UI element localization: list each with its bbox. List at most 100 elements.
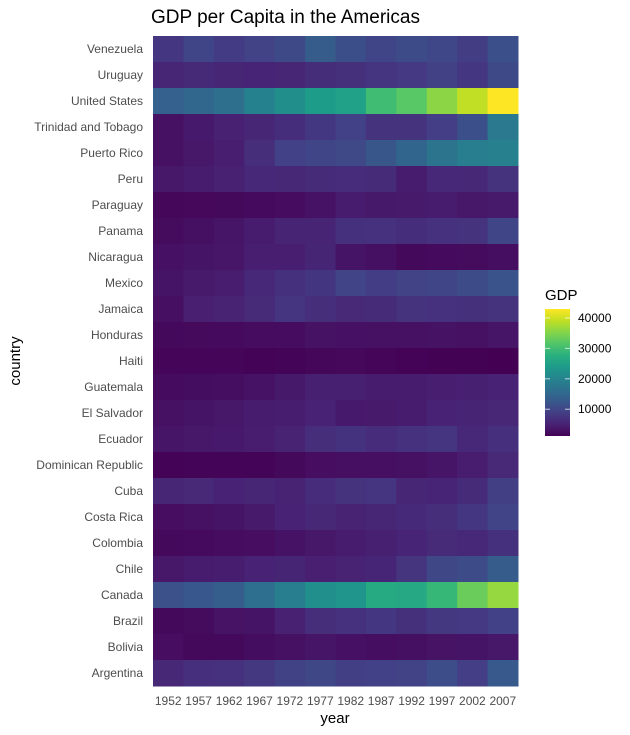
heatmap-cell-haiti-1977 [305, 348, 336, 375]
y-tick-label: Bolivia [108, 640, 144, 654]
heatmap-cell-honduras-1972 [274, 322, 306, 349]
heatmap-cell-bolivia-1987 [365, 634, 397, 661]
heatmap-cell-puerto-rico-2002 [457, 140, 489, 167]
x-tick-label: 2002 [459, 694, 486, 708]
heatmap-cell-paraguay-1977 [305, 192, 336, 219]
heatmap-cell-united-states-1987 [365, 88, 397, 115]
heatmap-cell-haiti-1972 [274, 348, 306, 375]
heatmap-cell-colombia-1972 [274, 530, 306, 557]
heatmap-cell-jamaica-1982 [335, 296, 367, 323]
heatmap-cell-el-salvador-1952 [153, 400, 184, 427]
y-tick-label: Uruguay [98, 68, 143, 82]
heatmap-cell-colombia-1992 [396, 530, 428, 557]
heatmap-cell-puerto-rico-1992 [396, 140, 428, 167]
heatmap-cell-united-states-1957 [183, 88, 215, 115]
heatmap-cell-puerto-rico-1977 [305, 140, 336, 167]
heatmap-cell-mexico-1982 [335, 270, 367, 297]
heatmap-cell-paraguay-1972 [274, 192, 306, 219]
heatmap-cell-cuba-2002 [457, 478, 489, 505]
heatmap-cell-cuba-1952 [153, 478, 184, 505]
y-tick-label: Argentina [92, 666, 144, 680]
heatmap-cell-uruguay-1972 [274, 62, 306, 89]
y-tick-label: Panama [98, 224, 143, 238]
heatmap-cell-colombia-1957 [183, 530, 215, 557]
heatmap-cell-haiti-1952 [153, 348, 184, 375]
legend-tick-label: 40000 [578, 311, 612, 325]
heatmap-cell-colombia-1977 [305, 530, 336, 557]
heatmap-cell-honduras-1962 [213, 322, 245, 349]
heatmap-cell-united-states-1967 [244, 88, 276, 115]
heatmap-cell-peru-1952 [153, 166, 184, 193]
heatmap-cell-trinidad-and-tobago-1982 [335, 114, 367, 141]
heatmap-cell-peru-1982 [335, 166, 367, 193]
heatmap-cell-brazil-1992 [396, 608, 428, 635]
heatmap-cell-united-states-1977 [305, 88, 336, 115]
heatmap-cell-honduras-2002 [457, 322, 489, 349]
heatmap-cell-puerto-rico-1957 [183, 140, 215, 167]
heatmap-cell-jamaica-1967 [244, 296, 276, 323]
x-tick-label: 1982 [337, 694, 364, 708]
heatmap-cell-guatemala-1962 [213, 374, 245, 401]
heatmap-cell-trinidad-and-tobago-1987 [365, 114, 397, 141]
heatmap-cell-uruguay-1992 [396, 62, 428, 89]
heatmap-cell-costa-rica-1982 [335, 504, 367, 531]
heatmap-cell-argentina-1967 [244, 660, 276, 687]
heatmap-cell-united-states-1992 [396, 88, 428, 115]
heatmap-cell-brazil-1952 [153, 608, 184, 635]
heatmap-cell-honduras-2007 [487, 322, 519, 349]
heatmap-cell-uruguay-1987 [365, 62, 397, 89]
heatmap-cell-el-salvador-2007 [487, 400, 519, 427]
heatmap-cell-uruguay-1962 [213, 62, 245, 89]
y-tick-label: Chile [116, 562, 144, 576]
heatmap-cell-cuba-1992 [396, 478, 428, 505]
heatmap-cell-ecuador-2007 [487, 426, 519, 453]
heatmap-cell-panama-1977 [305, 218, 336, 245]
heatmap-cell-canada-1972 [274, 582, 306, 609]
y-tick-label: Ecuador [98, 432, 143, 446]
heatmap-cell-jamaica-1962 [213, 296, 245, 323]
heatmap-cell-haiti-1957 [183, 348, 215, 375]
heatmap-cell-venezuela-1967 [244, 36, 276, 63]
x-tick-label: 1962 [216, 694, 243, 708]
heatmap-cell-united-states-2002 [457, 88, 489, 115]
y-tick-label: Nicaragua [88, 250, 143, 264]
heatmap-cell-uruguay-1977 [305, 62, 336, 89]
legend-title: GDP [545, 287, 578, 304]
heatmap-cell-nicaragua-1982 [335, 244, 367, 271]
y-tick-label: El Salvador [82, 406, 143, 420]
y-tick-label: Haiti [119, 354, 143, 368]
heatmap-cell-canada-1952 [153, 582, 184, 609]
heatmap-cell-costa-rica-2007 [487, 504, 519, 531]
heatmap-cell-trinidad-and-tobago-2007 [487, 114, 519, 141]
heatmap-cell-brazil-1972 [274, 608, 306, 635]
heatmap-cell-puerto-rico-1962 [213, 140, 245, 167]
heatmap-cell-panama-1957 [183, 218, 215, 245]
heatmap-cell-jamaica-1987 [365, 296, 397, 323]
heatmap-cell-jamaica-1997 [426, 296, 458, 323]
heatmap-cell-venezuela-1987 [365, 36, 397, 63]
y-tick-label: Peru [118, 172, 143, 186]
heatmap-cell-honduras-1952 [153, 322, 184, 349]
heatmap-cell-venezuela-1957 [183, 36, 215, 63]
heatmap-cell-canada-1992 [396, 582, 428, 609]
legend-colorbar [545, 309, 570, 436]
heatmap-cell-ecuador-1962 [213, 426, 245, 453]
y-tick-label: Guatemala [84, 380, 143, 394]
heatmap-cell-ecuador-1972 [274, 426, 306, 453]
heatmap-cell-ecuador-1952 [153, 426, 184, 453]
heatmap-cell-brazil-1957 [183, 608, 215, 635]
heatmap-cell-chile-1992 [396, 556, 428, 583]
heatmap-cell-haiti-1992 [396, 348, 428, 375]
x-tick-label: 1967 [246, 694, 273, 708]
heatmap-cell-guatemala-1967 [244, 374, 276, 401]
heatmap-cell-paraguay-1992 [396, 192, 428, 219]
heatmap-cell-mexico-1977 [305, 270, 336, 297]
heatmap-cell-colombia-1997 [426, 530, 458, 557]
heatmap-cell-colombia-1952 [153, 530, 184, 557]
heatmap-cell-bolivia-1952 [153, 634, 184, 661]
heatmap-cell-cuba-1987 [365, 478, 397, 505]
heatmap-cell-argentina-1972 [274, 660, 306, 687]
y-tick-label: Brazil [113, 614, 143, 628]
heatmap-cell-ecuador-1967 [244, 426, 276, 453]
heatmap-cell-argentina-1952 [153, 660, 184, 687]
